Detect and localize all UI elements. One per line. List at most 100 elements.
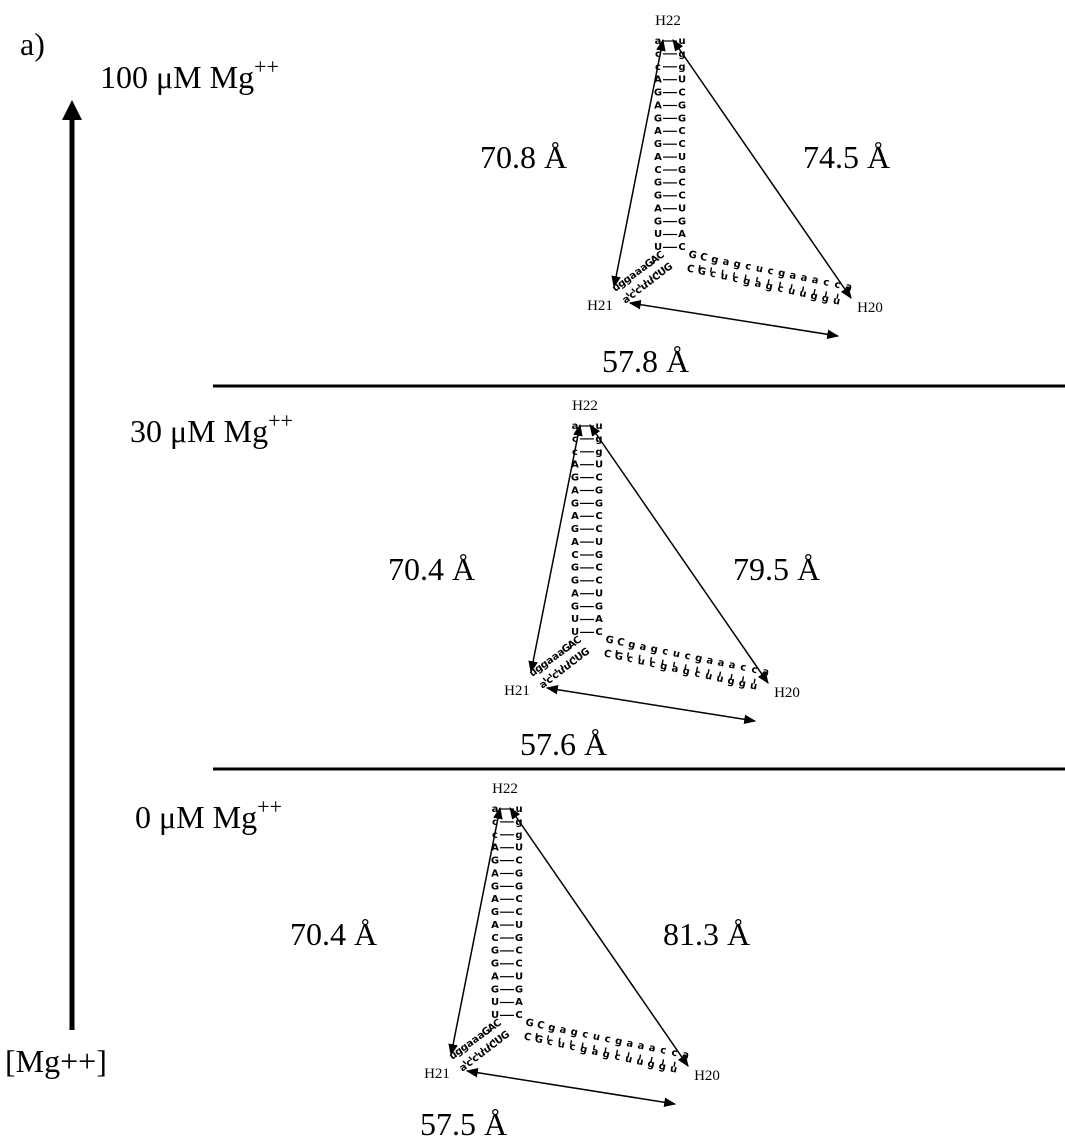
base-pair: [837, 294, 838, 299]
nucleotide: U: [595, 588, 603, 599]
base-pair: [639, 655, 640, 660]
base-pair: [720, 672, 721, 677]
nucleotide: a: [788, 270, 797, 282]
nucleotide: a: [639, 641, 648, 653]
nucleotide: a: [655, 36, 662, 47]
nucleotide: A: [654, 152, 662, 163]
nucleotide: G: [595, 550, 603, 561]
nucleotide: C: [678, 191, 685, 202]
helix-label: H20: [857, 300, 883, 316]
base-pair: [617, 1050, 618, 1055]
helix-label: H21: [424, 1066, 450, 1082]
nucleotide: c: [709, 268, 717, 280]
nucleotide: A: [678, 229, 686, 240]
condition-label: 100 μM Mg++: [100, 54, 279, 95]
nucleotide: C: [515, 946, 522, 957]
base-pair: [674, 1062, 675, 1067]
nucleotide: a: [717, 657, 726, 669]
condition-amount: 100 μM Mg: [100, 59, 254, 95]
nucleotide: C: [595, 563, 602, 574]
base-pair: [559, 1038, 560, 1043]
nucleotide: U: [595, 537, 603, 548]
condition-label: 30 μM Mg++: [130, 408, 293, 449]
nucleotide: c: [744, 261, 752, 273]
nucleotide: g: [710, 254, 719, 266]
base-pair: [826, 291, 827, 296]
nucleotide: a: [722, 256, 731, 268]
nucleotide: a: [705, 655, 714, 667]
nucleotide: G: [571, 601, 579, 612]
nucleotide: a: [681, 1049, 690, 1061]
nucleotide: U: [678, 203, 686, 214]
nucleotide: a: [572, 421, 579, 432]
nucleotide: C: [595, 511, 602, 522]
nucleotide: a: [728, 660, 737, 672]
nucleotide: A: [654, 203, 662, 214]
base-pair: [803, 287, 804, 292]
nucleotide: c: [661, 646, 669, 658]
distance-arrow: [467, 1071, 675, 1104]
helix-label: H22: [572, 398, 598, 414]
nucleotide: G: [678, 165, 686, 176]
nucleotide: u: [749, 680, 758, 692]
nucleotide: A: [515, 997, 523, 1008]
nucleotide: g: [595, 447, 602, 458]
nucleotide: G: [524, 1017, 534, 1029]
base-pair: [754, 679, 755, 684]
nucleotide: C: [523, 1031, 532, 1043]
distance-label: 81.3 Å: [663, 916, 750, 952]
nucleotide: g: [547, 1022, 556, 1034]
distance-label: 74.5 Å: [803, 139, 890, 175]
nucleotide: g: [681, 666, 690, 678]
nucleotide: u: [755, 263, 764, 275]
nucleotide: g: [569, 1027, 578, 1039]
nucleotide: c: [568, 1041, 576, 1053]
nucleotide: c: [822, 277, 830, 289]
nucleotide: G: [654, 178, 662, 189]
base-pair: [708, 669, 709, 674]
nucleotide: G: [491, 984, 499, 995]
distance-label: 70.4 Å: [290, 916, 377, 952]
nucleotide: G: [654, 191, 662, 202]
nucleotide: U: [515, 843, 523, 854]
nucleotide: g: [627, 639, 636, 651]
nucleotide: G: [687, 249, 697, 261]
nucleotide: c: [683, 651, 691, 663]
nucleotide: u: [720, 271, 729, 283]
nucleotide: C: [515, 907, 522, 918]
nucleotide: G: [491, 881, 499, 892]
nucleotide: C: [491, 933, 498, 944]
nucleotide: C: [616, 637, 625, 649]
nucleotide: A: [595, 614, 603, 625]
distance-label: 70.8 Å: [480, 139, 567, 175]
base-pair: [685, 664, 686, 669]
nucleotide: c: [626, 653, 634, 665]
distance-label: 57.8 Å: [602, 343, 689, 379]
nucleotide: a: [637, 1040, 646, 1052]
nucleotide: c: [750, 664, 758, 676]
base-pair: [743, 676, 744, 681]
nucleotide: A: [491, 868, 499, 879]
nucleotide: U: [595, 460, 603, 471]
nucleotide: g: [649, 644, 658, 656]
nucleotide: C: [515, 959, 522, 970]
nucleotide: C: [595, 473, 602, 484]
nucleotide: C: [515, 856, 522, 867]
nucleotide: G: [515, 984, 523, 995]
nucleotide: C: [699, 252, 708, 264]
nucleotide: a: [648, 1043, 657, 1055]
nucleotide: G: [678, 216, 686, 227]
nucleotide: G: [595, 498, 603, 509]
nucleotide: U: [491, 997, 499, 1008]
distance-label: 57.6 Å: [520, 726, 607, 762]
nucleotide: g: [515, 830, 522, 841]
base-pair: [697, 667, 698, 672]
panel-label: a): [20, 26, 45, 62]
nucleotide: U: [678, 75, 686, 86]
nucleotide: C: [571, 550, 578, 561]
nucleotide: G: [654, 216, 662, 227]
nucleotide: A: [571, 485, 579, 496]
base-pair: [548, 1035, 549, 1040]
nucleotide: C: [686, 263, 695, 275]
